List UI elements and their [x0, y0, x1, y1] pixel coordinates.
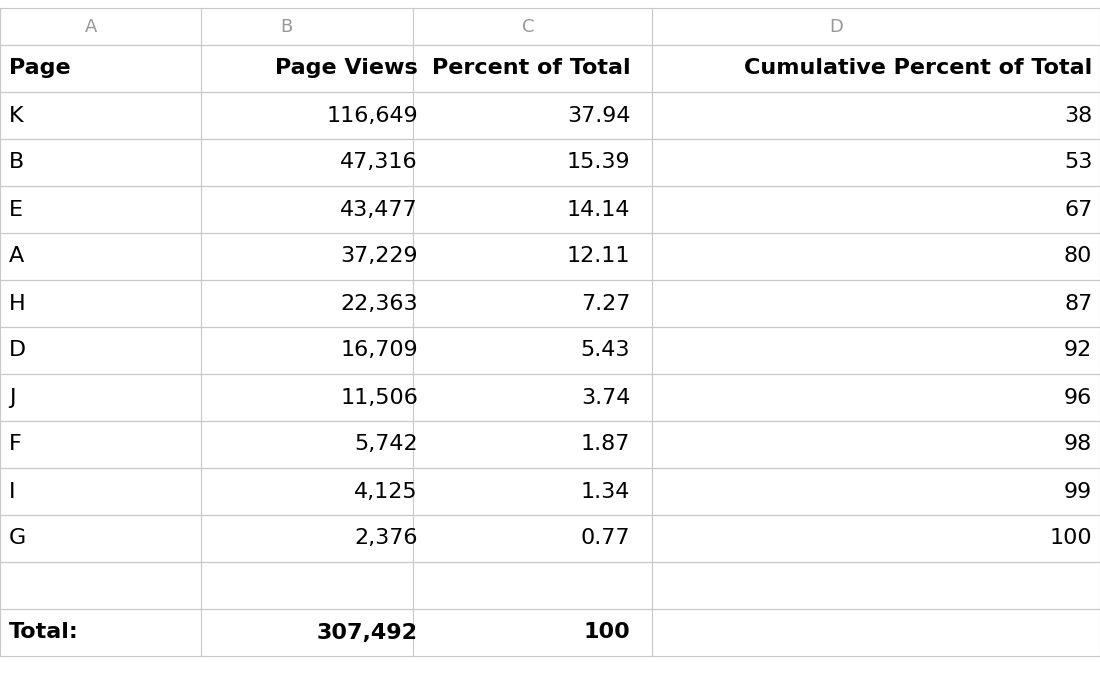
Text: F: F	[9, 434, 22, 454]
Text: 16,709: 16,709	[340, 341, 418, 360]
Text: 3.74: 3.74	[581, 388, 630, 408]
Text: 37.94: 37.94	[566, 105, 630, 125]
Text: 7.27: 7.27	[581, 293, 630, 314]
Text: E: E	[9, 199, 23, 220]
Text: Cumulative Percent of Total: Cumulative Percent of Total	[744, 59, 1092, 79]
Text: C: C	[521, 17, 535, 36]
Text: 5,742: 5,742	[354, 434, 418, 454]
Text: 80: 80	[1064, 247, 1092, 266]
Text: I: I	[9, 482, 15, 502]
Text: 307,492: 307,492	[317, 622, 418, 643]
Text: H: H	[9, 293, 25, 314]
Text: 2,376: 2,376	[354, 528, 418, 549]
Text: 38: 38	[1064, 105, 1092, 125]
Text: Total:: Total:	[9, 622, 78, 643]
Text: 22,363: 22,363	[340, 293, 418, 314]
Text: Page: Page	[9, 59, 70, 79]
Text: 116,649: 116,649	[327, 105, 418, 125]
Text: 15.39: 15.39	[566, 153, 630, 172]
Text: A: A	[85, 17, 98, 36]
Text: B: B	[9, 153, 24, 172]
Text: 100: 100	[583, 622, 630, 643]
Text: 1.87: 1.87	[581, 434, 630, 454]
Text: K: K	[9, 105, 23, 125]
Text: 4,125: 4,125	[354, 482, 418, 502]
Text: 99: 99	[1064, 482, 1092, 502]
Text: 100: 100	[1049, 528, 1092, 549]
Text: 67: 67	[1064, 199, 1092, 220]
Text: J: J	[9, 388, 15, 408]
Text: 92: 92	[1064, 341, 1092, 360]
Text: 1.34: 1.34	[581, 482, 630, 502]
Text: 53: 53	[1064, 153, 1092, 172]
Text: 5.43: 5.43	[581, 341, 630, 360]
Text: 96: 96	[1064, 388, 1092, 408]
Text: A: A	[9, 247, 24, 266]
Text: B: B	[279, 17, 293, 36]
Text: Page Views: Page Views	[275, 59, 418, 79]
Text: 14.14: 14.14	[566, 199, 630, 220]
Text: 12.11: 12.11	[566, 247, 630, 266]
Text: 47,316: 47,316	[340, 153, 418, 172]
Text: D: D	[9, 341, 26, 360]
Text: Percent of Total: Percent of Total	[431, 59, 630, 79]
Text: 43,477: 43,477	[340, 199, 418, 220]
Text: 98: 98	[1064, 434, 1092, 454]
Text: 37,229: 37,229	[340, 247, 418, 266]
Text: 87: 87	[1064, 293, 1092, 314]
Text: D: D	[829, 17, 843, 36]
Text: G: G	[9, 528, 26, 549]
Text: 11,506: 11,506	[340, 388, 418, 408]
Text: 0.77: 0.77	[581, 528, 630, 549]
